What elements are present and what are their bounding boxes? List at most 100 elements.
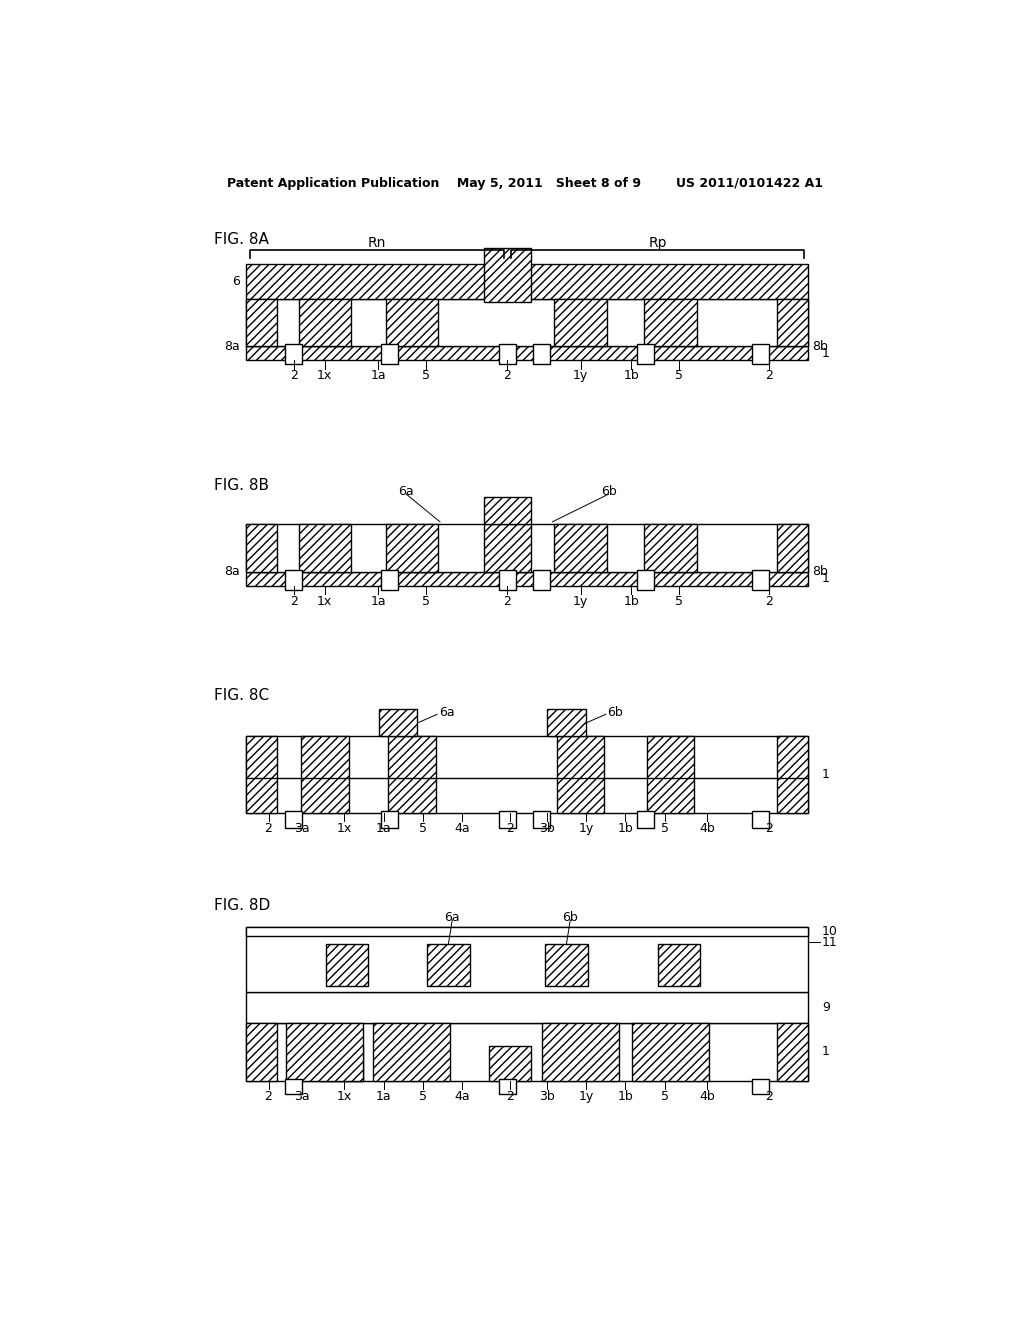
Text: 6a: 6a — [438, 706, 455, 719]
Text: 1: 1 — [822, 347, 829, 360]
Bar — [542, 1023, 620, 1081]
Text: 1y: 1y — [579, 822, 594, 836]
Text: 8a: 8a — [224, 339, 240, 352]
Bar — [301, 737, 348, 813]
Text: 1x: 1x — [317, 370, 333, 383]
Text: 1: 1 — [822, 1045, 829, 1059]
Text: 5: 5 — [660, 822, 669, 836]
Text: 1x: 1x — [337, 822, 352, 836]
Bar — [246, 524, 276, 572]
Text: 8b: 8b — [812, 339, 827, 352]
Text: 2: 2 — [506, 1090, 514, 1104]
Bar — [657, 944, 700, 986]
Text: 5: 5 — [660, 1090, 669, 1104]
Text: 6a: 6a — [398, 484, 414, 498]
Text: 6: 6 — [232, 275, 240, 288]
Text: 4b: 4b — [699, 1090, 715, 1104]
Text: 6b: 6b — [562, 911, 579, 924]
Text: 8a: 8a — [224, 565, 240, 578]
Text: Patent Application Publication    May 5, 2011   Sheet 8 of 9        US 2011/0101: Patent Application Publication May 5, 20… — [226, 177, 823, 190]
Text: 4a: 4a — [455, 822, 470, 836]
Text: 1y: 1y — [572, 595, 588, 609]
Text: 5: 5 — [422, 370, 430, 383]
Text: 5: 5 — [675, 370, 683, 383]
Text: 2: 2 — [264, 822, 272, 836]
Bar — [532, 345, 550, 364]
Text: 1b: 1b — [624, 370, 639, 383]
Bar — [246, 927, 808, 936]
Text: 2: 2 — [504, 595, 511, 609]
Bar — [489, 1047, 531, 1081]
Text: 9: 9 — [822, 1001, 829, 1014]
Text: 2: 2 — [765, 370, 773, 383]
Text: 10: 10 — [822, 925, 838, 939]
Bar — [246, 264, 808, 298]
Bar — [246, 298, 808, 346]
Bar — [246, 1023, 808, 1081]
Text: FIG. 8D: FIG. 8D — [214, 898, 270, 913]
Text: 5: 5 — [419, 822, 427, 836]
Bar — [381, 810, 398, 828]
Text: 2: 2 — [264, 1090, 272, 1104]
Text: 5: 5 — [419, 1090, 427, 1104]
Bar — [246, 572, 808, 586]
Text: 3b: 3b — [539, 1090, 555, 1104]
Bar — [246, 1023, 276, 1081]
Text: FIG. 8C: FIG. 8C — [214, 688, 269, 702]
Text: 6a: 6a — [444, 911, 460, 924]
Text: 3b: 3b — [539, 822, 555, 836]
Bar — [532, 570, 550, 590]
Bar — [381, 570, 398, 590]
Text: 4b: 4b — [699, 822, 715, 836]
Text: 5: 5 — [675, 595, 683, 609]
Text: 1x: 1x — [337, 1090, 352, 1104]
Bar — [752, 1078, 769, 1094]
Text: 2: 2 — [765, 1090, 773, 1104]
Bar — [484, 248, 530, 302]
Bar — [246, 524, 808, 572]
Bar — [752, 345, 769, 364]
Bar — [326, 944, 369, 986]
Text: 1b: 1b — [624, 595, 639, 609]
Bar — [299, 524, 351, 572]
Bar — [546, 944, 588, 986]
Bar — [246, 927, 808, 993]
Text: 1y: 1y — [579, 1090, 594, 1104]
Text: 1y: 1y — [572, 370, 588, 383]
Bar — [499, 570, 516, 590]
Bar — [246, 298, 276, 346]
Bar — [644, 524, 696, 572]
Bar — [246, 737, 276, 813]
Text: 6b: 6b — [607, 706, 623, 719]
Bar — [321, 1047, 362, 1081]
Bar — [286, 810, 302, 828]
Bar — [286, 1078, 302, 1094]
Bar — [286, 345, 302, 364]
Bar — [246, 993, 808, 1023]
Text: 2: 2 — [765, 595, 773, 609]
Text: 2: 2 — [290, 370, 298, 383]
Text: 2: 2 — [765, 822, 773, 836]
Bar — [777, 524, 808, 572]
Bar — [499, 345, 516, 364]
Bar — [286, 570, 302, 590]
Text: 2: 2 — [504, 370, 511, 383]
Bar — [287, 1023, 364, 1081]
Text: FIG. 8B: FIG. 8B — [214, 478, 268, 494]
Bar — [386, 524, 438, 572]
Bar — [632, 1023, 709, 1081]
Bar — [374, 1023, 451, 1081]
Bar — [646, 737, 694, 813]
Bar — [388, 737, 436, 813]
Text: 5: 5 — [422, 595, 430, 609]
Bar — [554, 524, 606, 572]
Bar — [484, 524, 530, 572]
Text: 1b: 1b — [617, 822, 634, 836]
Bar — [246, 737, 808, 813]
Text: 3a: 3a — [295, 822, 310, 836]
Bar — [532, 810, 550, 828]
Text: 2: 2 — [506, 822, 514, 836]
Bar — [777, 298, 808, 346]
Text: 4a: 4a — [455, 1090, 470, 1104]
Bar — [379, 709, 417, 737]
